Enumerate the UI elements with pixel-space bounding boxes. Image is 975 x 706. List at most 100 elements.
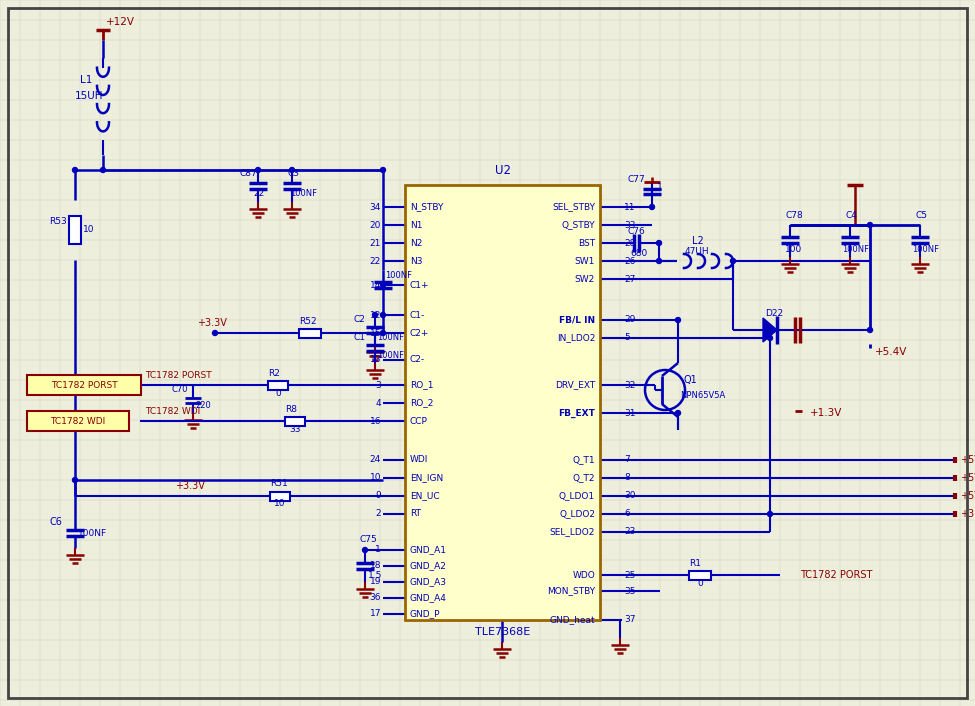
Text: 10: 10 [274, 500, 286, 508]
Text: 1.5: 1.5 [368, 570, 382, 580]
Text: EN_UC: EN_UC [410, 491, 440, 501]
Text: GND_heat: GND_heat [549, 616, 595, 625]
Text: GND_A3: GND_A3 [410, 578, 447, 587]
Text: C4: C4 [845, 210, 857, 220]
Text: 8: 8 [624, 474, 630, 482]
Text: R1: R1 [689, 558, 701, 568]
Text: 37: 37 [624, 616, 636, 625]
Text: Q_STBY: Q_STBY [562, 220, 595, 229]
Text: C2+: C2+ [410, 328, 429, 337]
Text: SEL_LDO2: SEL_LDO2 [550, 527, 595, 537]
Text: C70: C70 [171, 385, 187, 393]
Circle shape [767, 512, 772, 517]
Text: R2: R2 [268, 369, 280, 378]
Text: N1: N1 [410, 220, 422, 229]
Text: +3.3V: +3.3V [960, 509, 975, 519]
Text: C1+: C1+ [410, 280, 430, 289]
Circle shape [363, 547, 368, 553]
Text: Q_LDO1: Q_LDO1 [559, 491, 595, 501]
Bar [69, 216, 81, 244]
Circle shape [730, 258, 735, 263]
Text: Q_T2: Q_T2 [572, 474, 595, 482]
Circle shape [380, 282, 385, 287]
Text: SEL_STBY: SEL_STBY [552, 203, 595, 212]
Text: +3.3V: +3.3V [175, 481, 205, 491]
Text: 6: 6 [624, 510, 630, 518]
Circle shape [255, 167, 260, 172]
Circle shape [767, 335, 772, 340]
Text: R52: R52 [299, 316, 317, 325]
Text: R8: R8 [285, 405, 297, 414]
Circle shape [676, 318, 681, 323]
Circle shape [213, 330, 217, 335]
Text: GND_A1: GND_A1 [410, 546, 447, 554]
Text: 25: 25 [624, 570, 636, 580]
Text: 0: 0 [275, 388, 281, 397]
Text: 7: 7 [624, 455, 630, 465]
Text: 12: 12 [370, 311, 381, 320]
Text: 33: 33 [624, 220, 636, 229]
Text: 33: 33 [290, 424, 300, 433]
Text: C5: C5 [915, 210, 927, 220]
Text: TC1782 PORST: TC1782 PORST [145, 371, 212, 380]
Text: Q1: Q1 [683, 375, 697, 385]
Circle shape [868, 222, 873, 227]
Text: C1-: C1- [410, 311, 425, 320]
Text: 220: 220 [195, 400, 211, 409]
Text: 31: 31 [624, 409, 636, 417]
Text: CCP: CCP [410, 417, 428, 426]
Text: C77: C77 [627, 174, 644, 184]
Text: C6: C6 [50, 517, 62, 527]
Circle shape [380, 167, 385, 172]
Text: NPN65V5A: NPN65V5A [680, 390, 725, 400]
Text: 24: 24 [370, 455, 381, 465]
Text: MON_STBY: MON_STBY [547, 587, 595, 595]
Circle shape [380, 313, 385, 318]
Text: +5.4V: +5.4V [875, 347, 908, 357]
Text: +3.3V: +3.3V [197, 318, 227, 328]
Text: 5: 5 [624, 333, 630, 342]
Text: +5V: +5V [960, 455, 975, 465]
Bar [285, 417, 305, 426]
Text: 100NF: 100NF [377, 333, 404, 342]
Text: C3: C3 [287, 169, 299, 179]
Text: DRV_EXT: DRV_EXT [555, 381, 595, 390]
Text: 15: 15 [370, 328, 381, 337]
Text: 27: 27 [624, 275, 636, 284]
Circle shape [380, 330, 385, 335]
Text: +1.3V: +1.3V [810, 408, 842, 418]
Text: 22: 22 [253, 189, 264, 198]
Text: TC1782 PORST: TC1782 PORST [51, 381, 117, 390]
Circle shape [676, 410, 681, 416]
Text: 23: 23 [624, 527, 636, 537]
Text: 34: 34 [370, 203, 381, 212]
Bar [299, 329, 321, 338]
Circle shape [372, 313, 377, 318]
Text: WDI: WDI [410, 455, 428, 465]
Text: 1: 1 [375, 546, 381, 554]
Text: 100: 100 [785, 246, 802, 254]
Text: WDO: WDO [572, 570, 595, 580]
Text: 28: 28 [624, 239, 636, 248]
Text: TC1782 WDI: TC1782 WDI [145, 407, 200, 416]
Text: +5V_REF2: +5V_REF2 [960, 491, 975, 501]
Text: IN_LDO2: IN_LDO2 [557, 333, 595, 342]
Text: 26: 26 [624, 256, 636, 265]
Text: 15UH: 15UH [75, 91, 103, 101]
Text: RT: RT [410, 510, 421, 518]
Text: SW1: SW1 [574, 256, 595, 265]
Text: FB_EXT: FB_EXT [558, 409, 595, 417]
Text: 21: 21 [370, 239, 381, 248]
Text: 14: 14 [370, 280, 381, 289]
Text: 10: 10 [370, 474, 381, 482]
Text: FB/L IN: FB/L IN [559, 316, 595, 325]
Text: C78: C78 [785, 210, 802, 220]
Text: GND_A2: GND_A2 [410, 561, 447, 570]
Text: 22: 22 [370, 256, 381, 265]
Text: 100NF: 100NF [912, 246, 939, 254]
Text: +5V_REF1: +5V_REF1 [960, 472, 975, 484]
Text: GND_P: GND_P [410, 609, 441, 618]
Text: 680: 680 [630, 249, 647, 258]
Circle shape [290, 167, 294, 172]
Bar [268, 381, 288, 390]
